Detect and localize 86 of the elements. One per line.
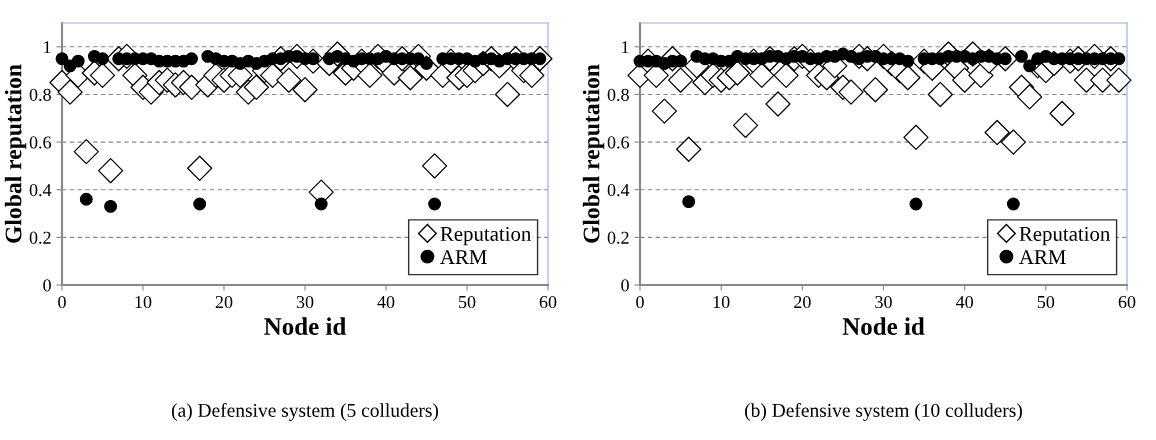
y-tick-label: 1 <box>44 41 51 54</box>
point <box>732 112 759 139</box>
point <box>243 74 270 100</box>
y-tick-label: 0.8 <box>29 88 51 101</box>
x-tick-label: 50 <box>459 295 476 309</box>
x-tick-label: 10 <box>713 295 730 309</box>
y-axis-title: Global reputation <box>4 64 27 243</box>
y-tick-label: 0.6 <box>607 136 630 149</box>
point <box>968 62 994 89</box>
point <box>984 119 1010 146</box>
text: (b) Defensive system (10 colluders) <box>745 403 1022 421</box>
point <box>1106 67 1132 93</box>
y-tick-label: 0.4 <box>607 183 630 197</box>
point <box>314 197 328 211</box>
point <box>73 138 99 165</box>
point <box>674 54 688 68</box>
point <box>185 52 199 66</box>
point <box>749 62 775 89</box>
point <box>494 81 521 108</box>
point <box>357 62 383 89</box>
point <box>1006 197 1020 211</box>
legend-label: Reputation <box>440 226 532 246</box>
x-tick-label: 50 <box>1037 295 1055 309</box>
y-tick-label: 0.4 <box>29 183 52 197</box>
x-tick-label: 30 <box>296 295 314 309</box>
point <box>927 81 953 108</box>
point <box>862 77 889 103</box>
legend-label: ARM <box>1019 250 1066 264</box>
point <box>1016 84 1043 110</box>
point <box>397 65 423 91</box>
point <box>667 67 694 93</box>
y-tick-label: 1 <box>622 41 629 54</box>
point <box>676 136 702 162</box>
point <box>519 62 545 89</box>
x-tick-label: 30 <box>875 295 892 309</box>
point <box>765 91 791 117</box>
x-tick-label: 40 <box>377 295 395 309</box>
point <box>89 62 116 89</box>
x-tick-label: 0 <box>636 295 644 309</box>
point <box>724 60 751 86</box>
point <box>903 124 929 150</box>
y-tick-label: 0.8 <box>607 88 629 101</box>
x-tick-label: 60 <box>1118 295 1136 309</box>
point <box>55 52 69 66</box>
point <box>96 52 109 66</box>
point <box>895 65 921 91</box>
x-tick-label: 60 <box>539 295 557 309</box>
point <box>187 155 213 181</box>
point <box>1015 49 1028 63</box>
point <box>79 192 93 206</box>
text: (a) Defensive system (5 colluders) <box>171 403 439 421</box>
point <box>276 67 302 93</box>
legend-label: Reputation <box>1019 226 1111 246</box>
point <box>682 195 696 209</box>
point <box>838 79 864 105</box>
point <box>651 98 678 124</box>
point <box>1000 129 1027 155</box>
x-tick-label: 20 <box>794 295 811 309</box>
point <box>193 197 207 211</box>
x-tick-label: 20 <box>215 295 233 309</box>
y-tick-label: 0 <box>621 279 629 292</box>
point <box>952 67 978 93</box>
y-axis-title: Global reputation <box>582 64 605 243</box>
point <box>292 77 318 103</box>
point <box>909 197 923 211</box>
y-tick-label: 0.2 <box>607 231 629 244</box>
x-axis-title: Node id <box>264 317 347 335</box>
point <box>71 54 85 68</box>
point <box>428 197 442 211</box>
x-tick-label: 40 <box>955 295 974 309</box>
point <box>97 158 124 184</box>
point <box>1023 59 1037 73</box>
point <box>773 62 799 89</box>
legend-label: ARM <box>440 250 487 264</box>
y-tick-label: 0 <box>43 279 51 292</box>
x-tick-label: 10 <box>135 295 152 309</box>
point <box>901 54 915 68</box>
y-tick-label: 0.6 <box>29 136 52 149</box>
point <box>1112 52 1126 66</box>
point <box>57 79 83 105</box>
point <box>1049 100 1075 127</box>
point <box>421 153 448 179</box>
x-tick-label: 0 <box>58 295 66 309</box>
x-axis-title: Node id <box>842 317 925 335</box>
y-tick-label: 0.2 <box>29 231 51 244</box>
point <box>104 199 118 213</box>
